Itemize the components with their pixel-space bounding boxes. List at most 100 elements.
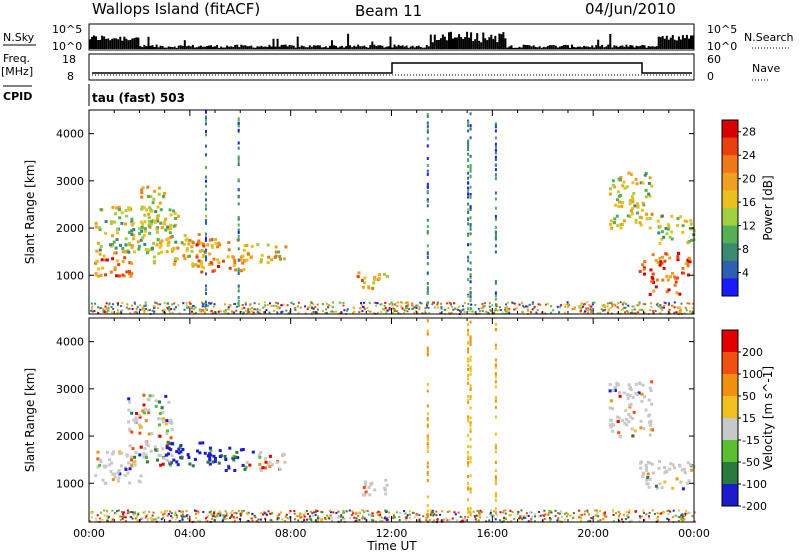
power-streak-cell [237,272,240,275]
power-cell [342,304,345,307]
power-cell [424,310,427,313]
velocity-cell [361,517,364,520]
power-cell [450,311,453,314]
power-cell [200,249,204,252]
power-cell [195,312,197,314]
velocity-cell [687,479,691,483]
velocity-streak-cell [426,332,429,336]
power-cell [413,306,416,309]
velocity-cell [341,518,344,521]
noise-bar [587,46,590,49]
noise-bar [560,45,563,49]
power-cell [393,310,396,313]
power-cell [573,306,576,309]
velocity-cell [640,399,644,403]
power-cell [90,307,93,310]
velocity-cell [445,517,448,520]
power-streak-cell [426,204,429,208]
power-cell [439,312,442,315]
power-cell [609,302,612,305]
power-cell [454,307,457,310]
power-cell [93,310,96,312]
velocity-streak-cell [467,415,470,419]
velocity-cell [307,512,309,515]
power-cell [506,312,509,315]
velocity-cell [541,514,544,517]
velocity-cell [308,517,311,520]
power-cell [678,309,681,312]
power-cell [113,268,117,271]
velocity-cell [169,418,173,422]
velocity-cell [233,511,236,514]
power-streak-cell [467,294,470,298]
velocity-cell [509,509,512,512]
colorbar-swatch [722,330,738,353]
noise-bar [179,45,182,49]
power-cell [384,307,387,310]
power-cell [147,212,151,216]
velocity-cell [180,455,184,459]
power-cell [249,303,252,306]
velocity-cell [348,509,351,512]
velocity-cell [163,510,166,513]
noise-bar [171,47,174,49]
velocity-cell [558,512,561,515]
power-cell [315,311,318,314]
velocity-cell [634,510,637,513]
velocity-cell [243,467,247,471]
power-cell [600,308,603,311]
power-streak-cell [494,250,497,254]
power-cell [379,303,382,306]
noise-bar [135,37,138,49]
power-cell [140,191,144,195]
velocity-cell [218,449,222,453]
velocity-cell [168,513,170,516]
velocity-cell [616,382,620,386]
power-cell [552,309,555,312]
velocity-cell [284,520,286,522]
power-streak-cell [469,223,472,226]
velocity-cell [343,517,346,520]
velocity-cell [543,517,546,520]
power-cell [214,311,217,314]
power-cell [281,310,284,313]
power-cell [644,188,648,192]
velocity-cell [141,516,144,519]
power-cell [169,223,173,227]
power-cell [182,302,185,305]
noise-bar [181,45,184,49]
power-cell [197,239,201,243]
y-tick-label: 4000 [56,128,84,141]
velocity-cell [326,514,329,517]
velocity-cell [431,511,434,514]
noise-bar [397,44,400,49]
power-cell [424,307,427,310]
velocity-cell [230,511,233,514]
power-cell [124,243,128,247]
power-cell [643,173,647,177]
noise-bar [456,37,458,49]
power-cell [144,305,147,307]
noise-bar [256,46,259,49]
noise-bar [611,47,614,49]
power-cell [201,242,205,246]
velocity-cell [113,475,117,479]
velocity-cell [461,516,463,519]
power-cell [679,311,682,314]
power-cell [463,302,466,305]
velocity-cell [314,513,317,516]
power-cell [163,191,166,195]
velocity-streak-cell [469,320,472,324]
power-cell [670,230,674,234]
power-cell [505,308,508,311]
velocity-cell [490,514,493,517]
velocity-cell [289,510,292,512]
velocity-cell [310,519,313,522]
noise-bar [512,47,515,49]
velocity-cell [609,399,613,403]
velocity-cell [193,457,197,461]
power-cell [112,303,115,306]
velocity-cell [432,519,435,522]
noise-bar [661,36,664,49]
velocity-cell [422,515,425,518]
